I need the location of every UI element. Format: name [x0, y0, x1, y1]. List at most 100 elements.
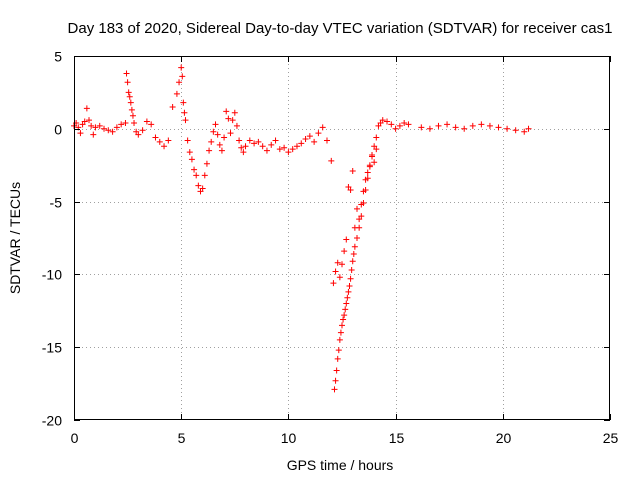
data-point: [214, 131, 221, 138]
data-point: [173, 90, 180, 97]
data-point: [371, 159, 378, 166]
data-point: [276, 146, 283, 153]
data-point: [152, 134, 159, 141]
data-point: [319, 124, 326, 131]
data-point: [335, 347, 342, 354]
data-point: [330, 280, 337, 287]
data-point: [188, 156, 195, 163]
data-point: [208, 138, 215, 145]
data-point: [176, 79, 183, 86]
data-point: [336, 274, 343, 281]
data-point: [218, 147, 225, 154]
data-point: [129, 112, 136, 119]
data-point: [86, 117, 93, 124]
data-point: [435, 122, 442, 129]
data-point: [186, 149, 193, 156]
data-point: [221, 134, 228, 141]
data-point: [356, 224, 363, 231]
data-point: [238, 144, 245, 151]
data-point: [255, 138, 262, 145]
data-point: [337, 329, 344, 336]
x-tick-label: 20: [496, 430, 512, 446]
data-point: [259, 143, 266, 150]
data-point: [210, 128, 217, 135]
data-point: [364, 169, 371, 176]
data-point: [268, 141, 275, 148]
data-point: [347, 186, 354, 193]
data-point: [124, 79, 131, 86]
plot-frame: [74, 56, 610, 420]
data-point: [525, 125, 532, 132]
data-point: [179, 73, 186, 80]
x-tick-labels: 0 5 10 15 20 25: [71, 430, 619, 446]
data-point: [369, 152, 376, 159]
data-points: [71, 64, 532, 393]
data-point: [336, 336, 343, 343]
data-point: [240, 149, 247, 156]
x-tick-label: 10: [281, 430, 297, 446]
data-point: [229, 117, 236, 124]
data-point: [96, 122, 103, 129]
data-point: [426, 125, 433, 132]
data-point: [360, 200, 367, 207]
data-point: [349, 168, 356, 175]
data-point: [180, 99, 187, 106]
data-point: [216, 141, 223, 148]
y-axis-label: SDTVAR / TECUs: [7, 182, 23, 294]
data-point: [311, 138, 318, 145]
data-point: [227, 130, 234, 137]
data-point: [354, 235, 361, 241]
data-point: [281, 144, 288, 151]
data-point: [388, 121, 395, 128]
data-point: [452, 124, 459, 131]
data-point: [122, 119, 129, 126]
data-point: [251, 140, 258, 147]
data-point: [289, 146, 296, 153]
data-point: [343, 236, 350, 243]
data-point: [306, 133, 313, 140]
data-point: [334, 355, 341, 362]
data-point: [346, 283, 353, 290]
data-point: [182, 117, 189, 124]
data-point: [347, 275, 354, 282]
data-point: [113, 124, 120, 131]
data-point: [379, 117, 386, 124]
data-point: [212, 121, 219, 128]
data-point: [384, 118, 391, 125]
data-point: [341, 312, 348, 319]
data-point: [358, 213, 365, 220]
data-point: [504, 125, 511, 132]
data-point: [339, 322, 345, 329]
data-point: [331, 386, 338, 393]
data-point: [328, 157, 335, 164]
data-point: [169, 103, 176, 110]
data-point: [118, 121, 125, 128]
data-point: [401, 119, 408, 126]
data-point: [203, 160, 210, 167]
data-point: [333, 367, 340, 374]
x-tick-label: 15: [389, 430, 405, 446]
data-point: [272, 137, 279, 144]
data-point: [405, 121, 412, 128]
data-point: [302, 135, 309, 142]
data-point: [77, 130, 84, 137]
x-tick-label: 25: [603, 430, 619, 446]
data-point: [343, 300, 350, 307]
data-point: [392, 125, 399, 132]
data-point: [126, 93, 133, 100]
data-point: [88, 122, 95, 129]
data-point: [350, 251, 357, 258]
data-point: [184, 137, 191, 144]
data-point: [332, 377, 339, 384]
axis-ticks: [74, 56, 611, 421]
data-point: [83, 105, 90, 112]
data-point: [135, 131, 142, 138]
data-point: [366, 163, 373, 170]
data-point: [225, 115, 232, 122]
data-point: [332, 268, 339, 275]
y-tick-label: 0: [54, 122, 62, 138]
data-point: [364, 175, 371, 182]
data-point: [178, 64, 185, 71]
data-point: [195, 182, 202, 189]
